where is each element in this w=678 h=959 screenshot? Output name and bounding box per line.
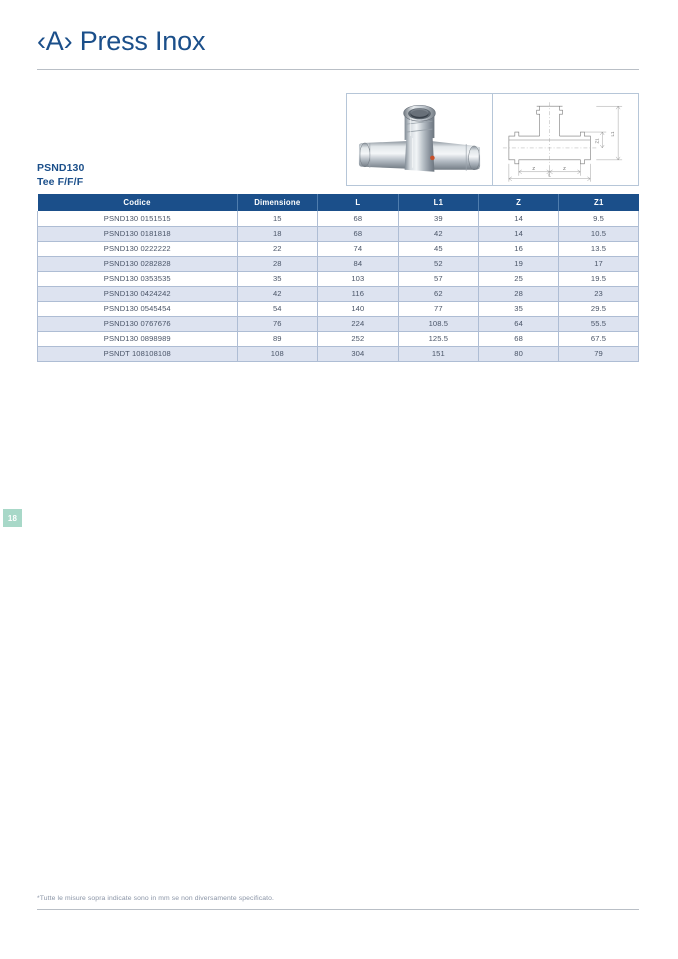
- table-cell-codice: PSND130 0151515: [37, 211, 238, 227]
- table-cell-l: 140: [317, 301, 399, 317]
- table-row: PSND130 0151515 15 68 39 14 9.5: [37, 211, 639, 227]
- table-cell-l1: 57: [398, 271, 480, 287]
- table-row: PSNDT 108108108 108 304 151 80 79: [37, 346, 639, 362]
- table-cell-z: 80: [478, 346, 560, 362]
- page-number-tab: 18: [3, 509, 22, 527]
- table-cell-codice: PSND130 0767676: [37, 316, 238, 332]
- table-cell-z: 19: [478, 256, 560, 272]
- table-cell-dimensione: 89: [237, 331, 319, 347]
- table-cell-dimensione: 35: [237, 271, 319, 287]
- stainless-tee-photo-icon: [358, 104, 481, 172]
- product-name: Tee F/F/F: [37, 176, 84, 188]
- table-row: PSND130 0545454 54 140 77 35 29.5: [37, 301, 639, 317]
- table-cell-codice: PSND130 0181818: [37, 226, 238, 242]
- table-cell-z1: 29.5: [558, 301, 639, 317]
- footer-divider: [37, 909, 639, 910]
- table-cell-z: 68: [478, 331, 560, 347]
- table-cell-l: 68: [317, 211, 399, 227]
- table-cell-l1: 108.5: [398, 316, 480, 332]
- table-cell-l1: 42: [398, 226, 480, 242]
- table-cell-dimensione: 54: [237, 301, 319, 317]
- table-cell-dimensione: 22: [237, 241, 319, 257]
- table-row: PSND130 0898989 89 252 125.5 68 67.5: [37, 331, 639, 347]
- drawing-label-l: L: [548, 173, 551, 178]
- table-cell-z: 25: [478, 271, 560, 287]
- table-cell-z1: 79: [558, 346, 639, 362]
- specification-table-container: Codice Dimensione L L1 Z Z1 PSND130 0151…: [37, 194, 639, 362]
- table-cell-z1: 67.5: [558, 331, 639, 347]
- table-row: PSND130 0282828 28 84 52 19 17: [37, 256, 639, 272]
- table-cell-l: 103: [317, 271, 399, 287]
- table-cell-l1: 62: [398, 286, 480, 302]
- table-cell-l: 68: [317, 226, 399, 242]
- table-cell-codice: PSND130 0282828: [37, 256, 238, 272]
- title-divider: [37, 69, 639, 70]
- table-cell-z1: 13.5: [558, 241, 639, 257]
- table-cell-l: 252: [317, 331, 399, 347]
- column-header-l: L: [317, 194, 399, 211]
- table-cell-l: 74: [317, 241, 399, 257]
- tee-cross-section-drawing-icon: L1 Z1 Z Z L: [502, 102, 623, 182]
- column-header-z: Z: [478, 194, 560, 211]
- table-cell-codice: PSND130 0222222: [37, 241, 238, 257]
- table-cell-dimensione: 28: [237, 256, 319, 272]
- table-cell-l: 304: [317, 346, 399, 362]
- table-cell-l1: 77: [398, 301, 480, 317]
- table-cell-z1: 19.5: [558, 271, 639, 287]
- table-cell-codice: PSND130 0424242: [37, 286, 238, 302]
- technical-drawing-panel: L1 Z1 Z Z L: [493, 94, 638, 185]
- table-cell-l1: 39: [398, 211, 480, 227]
- product-code: PSND130: [37, 162, 85, 174]
- table-cell-codice: PSND130 0545454: [37, 301, 238, 317]
- table-cell-z: 14: [478, 226, 560, 242]
- table-cell-dimensione: 108: [237, 346, 319, 362]
- table-cell-dimensione: 15: [237, 211, 319, 227]
- column-header-dimensione: Dimensione: [237, 194, 319, 211]
- table-cell-z1: 9.5: [558, 211, 639, 227]
- table-cell-l: 224: [317, 316, 399, 332]
- table-body: PSND130 0151515 15 68 39 14 9.5 PSND130 018181…: [37, 211, 639, 362]
- table-cell-l1: 125.5: [398, 331, 480, 347]
- table-cell-z: 16: [478, 241, 560, 257]
- table-cell-l: 84: [317, 256, 399, 272]
- table-row: PSND130 0353535 35 103 57 25 19.5: [37, 271, 639, 287]
- table-cell-l1: 45: [398, 241, 480, 257]
- table-cell-l1: 151: [398, 346, 480, 362]
- table-row: PSND130 0767676 76 224 108.5 64 55.5: [37, 316, 639, 332]
- drawing-label-z1: Z1: [594, 138, 599, 144]
- column-header-z1: Z1: [558, 194, 639, 211]
- table-cell-dimensione: 42: [237, 286, 319, 302]
- measurement-footnote: *Tutte le misure sopra indicate sono in …: [37, 895, 274, 902]
- table-cell-z: 35: [478, 301, 560, 317]
- table-cell-dimensione: 76: [237, 316, 319, 332]
- table-cell-z1: 17: [558, 256, 639, 272]
- table-cell-z: 14: [478, 211, 560, 227]
- page-title: ‹A› Press Inox: [37, 26, 206, 56]
- column-header-codice: Codice: [37, 194, 238, 211]
- table-cell-codice: PSND130 0898989: [37, 331, 238, 347]
- drawing-label-z-left: Z: [532, 166, 535, 171]
- table-row: PSND130 0222222 22 74 45 16 13.5: [37, 241, 639, 257]
- table-cell-z1: 10.5: [558, 226, 639, 242]
- table-cell-z: 64: [478, 316, 560, 332]
- table-cell-dimensione: 18: [237, 226, 319, 242]
- table-cell-z1: 55.5: [558, 316, 639, 332]
- table-cell-l: 116: [317, 286, 399, 302]
- product-photo-panel: [347, 94, 492, 185]
- drawing-label-l1: L1: [610, 131, 615, 136]
- table-cell-l1: 52: [398, 256, 480, 272]
- drawing-label-z-right: Z: [563, 166, 566, 171]
- table-cell-z1: 23: [558, 286, 639, 302]
- table-cell-codice: PSND130 0353535: [37, 271, 238, 287]
- table-row: PSND130 0424242 42 116 62 28 23: [37, 286, 639, 302]
- column-header-l1: L1: [398, 194, 480, 211]
- table-header-row: Codice Dimensione L L1 Z Z1: [37, 194, 639, 211]
- table-cell-codice: PSNDT 108108108: [37, 346, 238, 362]
- specification-table: Codice Dimensione L L1 Z Z1 PSND130 0151…: [37, 194, 639, 362]
- panel-divider: [492, 94, 493, 185]
- table-cell-z: 28: [478, 286, 560, 302]
- table-row: PSND130 0181818 18 68 42 14 10.5: [37, 226, 639, 242]
- product-image-panels: L1 Z1 Z Z L: [346, 93, 639, 186]
